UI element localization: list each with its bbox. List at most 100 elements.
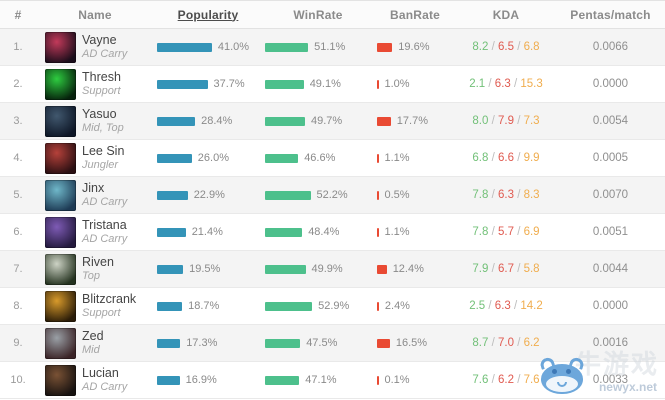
popularity-cell: 19.5% xyxy=(154,263,262,275)
champion-name-block: Lee Sin Jungler xyxy=(82,144,124,171)
rank-cell: 8. xyxy=(13,300,23,312)
champion-name[interactable]: Jinx xyxy=(82,181,105,196)
kda-separator: / xyxy=(514,189,524,201)
banrate-value: 16.5% xyxy=(395,337,428,349)
popularity-cell: 28.4% xyxy=(154,115,262,127)
popularity-bar xyxy=(157,301,183,311)
rank-cell: 1. xyxy=(13,41,23,53)
champion-name[interactable]: Zed xyxy=(82,329,104,344)
kda-separator: / xyxy=(488,41,498,53)
kda-kills: 7.9 xyxy=(472,263,489,275)
rank-cell: 2. xyxy=(13,78,23,90)
winrate-value: 49.9% xyxy=(311,263,343,275)
champion-name[interactable]: Yasuo xyxy=(82,107,117,122)
kda-assists: 14.2 xyxy=(520,300,543,312)
winrate-cell: 51.1% xyxy=(262,41,374,53)
header-pentas[interactable]: Pentas/match xyxy=(570,7,651,22)
header-popularity[interactable]: Popularity xyxy=(177,7,239,22)
kda-separator: / xyxy=(514,41,524,53)
name-cell: Lucian AD Carry xyxy=(36,364,154,396)
kda-cell: 6.8 / 6.6 / 9.9 xyxy=(456,152,556,164)
winrate-bar xyxy=(265,42,309,52)
winrate-value: 46.6% xyxy=(304,152,336,164)
kda-separator: / xyxy=(514,374,524,386)
kda-kills: 2.5 xyxy=(469,300,486,312)
banrate-value: 2.4% xyxy=(384,300,410,312)
header-rank[interactable]: # xyxy=(14,7,22,22)
popularity-value: 37.7% xyxy=(213,78,245,90)
popularity-bar xyxy=(157,190,188,200)
table-row[interactable]: 8. Blitzcrank Support 18.7% 52.9% 2.4% 2.5 / 6… xyxy=(0,288,665,325)
kda-cell: 2.1 / 6.3 / 15.3 xyxy=(456,78,556,90)
champion-avatar[interactable] xyxy=(45,142,76,174)
winrate-bar xyxy=(265,190,311,200)
champion-name[interactable]: Riven xyxy=(82,255,114,270)
kda-assists: 6.2 xyxy=(523,337,540,349)
table-row[interactable]: 7. Riven Top 19.5% 49.9% 12.4% 7.9 / 6.7 / 5.8… xyxy=(0,251,665,288)
table-row[interactable]: 9. Zed Mid 17.3% 47.5% 16.5% 8.7 / 7.0 / 6.2 0.… xyxy=(0,325,665,362)
rank-cell: 9. xyxy=(13,337,23,349)
rank-cell: 4. xyxy=(13,152,23,164)
banrate-bar xyxy=(377,190,379,200)
kda-separator: / xyxy=(488,263,498,275)
champion-name[interactable]: Lee Sin xyxy=(82,144,125,159)
champion-avatar[interactable] xyxy=(45,253,76,285)
kda-assists: 6.9 xyxy=(523,226,540,238)
table-row[interactable]: 10. Lucian AD Carry 16.9% 47.1% 0.1% 7.6 / 6.2… xyxy=(0,362,665,399)
pentas-cell: 0.0000 xyxy=(592,78,629,90)
table-row[interactable]: 5. Jinx AD Carry 22.9% 52.2% 0.5% 7.8 / 6.3 / … xyxy=(0,177,665,214)
winrate-cell: 47.1% xyxy=(262,374,374,386)
kda-cell: 7.8 / 6.3 / 8.3 xyxy=(456,189,556,201)
banrate-value: 12.4% xyxy=(392,263,424,275)
champion-name[interactable]: Tristana xyxy=(82,218,127,233)
kda-kills: 8.0 xyxy=(472,115,489,127)
banrate-bar xyxy=(377,79,379,89)
banrate-cell: 12.4% xyxy=(374,263,456,275)
header-kda[interactable]: KDA xyxy=(492,7,520,22)
winrate-bar xyxy=(265,264,306,274)
table-row[interactable]: 4. Lee Sin Jungler 26.0% 46.6% 1.1% 6.8 / 6.6 … xyxy=(0,140,665,177)
champion-avatar[interactable] xyxy=(45,105,76,137)
champion-name[interactable]: Blitzcrank xyxy=(82,292,137,307)
table-row[interactable]: 1. Vayne AD Carry 41.0% 51.1% 19.6% 8.2 / 6.5 … xyxy=(0,29,665,66)
kda-separator: / xyxy=(514,152,524,164)
table-row[interactable]: 2. Thresh Support 37.7% 49.1% 1.0% 2.1 / 6.3 /… xyxy=(0,66,665,103)
champion-name[interactable]: Vayne xyxy=(82,33,117,48)
champion-avatar[interactable] xyxy=(45,290,76,322)
popularity-value: 41.0% xyxy=(217,41,250,53)
kda-deaths: 6.3 xyxy=(498,189,514,201)
champion-name[interactable]: Thresh xyxy=(82,70,121,85)
pentas-cell: 0.0016 xyxy=(592,337,629,349)
champion-name[interactable]: Lucian xyxy=(82,366,119,381)
table-row[interactable]: 3. Yasuo Mid, Top 28.4% 49.7% 17.7% 8.0 / 7.9 … xyxy=(0,103,665,140)
name-cell: Yasuo Mid, Top xyxy=(36,105,154,137)
popularity-bar xyxy=(157,227,186,237)
header-banrate[interactable]: BanRate xyxy=(389,7,441,22)
champion-avatar[interactable] xyxy=(45,327,76,359)
name-cell: Vayne AD Carry xyxy=(36,31,154,63)
kda-deaths: 6.6 xyxy=(498,152,514,164)
pentas-cell: 0.0033 xyxy=(592,374,629,386)
popularity-value: 26.0% xyxy=(197,152,229,164)
name-cell: Blitzcrank Support xyxy=(36,290,154,322)
banrate-bar xyxy=(377,227,379,237)
name-cell: Tristana AD Carry xyxy=(36,216,154,248)
table-row[interactable]: 6. Tristana AD Carry 21.4% 48.4% 1.1% 7.8 / 5.… xyxy=(0,214,665,251)
champion-name-block: Zed Mid xyxy=(82,329,104,356)
kda-cell: 7.9 / 6.7 / 5.8 xyxy=(456,263,556,275)
banrate-bar xyxy=(377,42,393,52)
kda-assists: 7.3 xyxy=(523,115,540,127)
champion-avatar[interactable] xyxy=(45,216,76,248)
champion-avatar[interactable] xyxy=(45,364,76,396)
champion-avatar[interactable] xyxy=(45,68,76,100)
name-cell: Zed Mid xyxy=(36,327,154,359)
kda-separator: / xyxy=(514,226,524,238)
kda-separator: / xyxy=(514,115,524,127)
champion-avatar[interactable] xyxy=(45,179,76,211)
popularity-bar xyxy=(157,42,212,52)
kda-kills: 8.2 xyxy=(472,41,489,53)
header-winrate[interactable]: WinRate xyxy=(293,7,343,22)
header-name[interactable]: Name xyxy=(78,7,112,22)
winrate-bar xyxy=(265,338,301,348)
champion-avatar[interactable] xyxy=(45,31,76,63)
